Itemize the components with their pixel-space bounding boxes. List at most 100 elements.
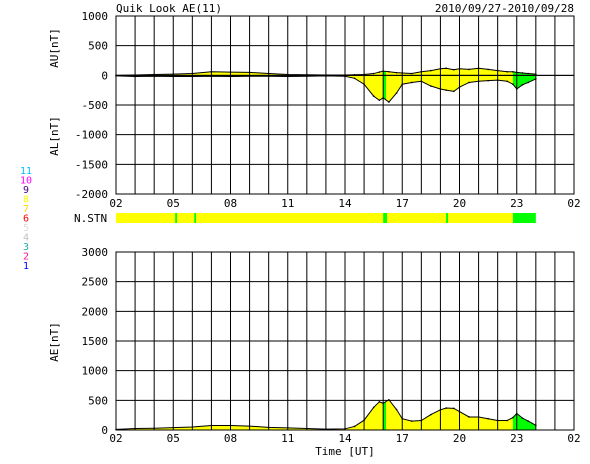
au-point bbox=[372, 72, 375, 75]
ae-ytick-label: 2000 bbox=[82, 305, 109, 318]
au-al-ytick-label: 500 bbox=[88, 40, 108, 53]
au-al-xtick-label: 23 bbox=[510, 197, 523, 210]
ae-area-fill bbox=[116, 399, 536, 430]
al-point bbox=[506, 80, 509, 83]
au-al-xtick-label: 14 bbox=[338, 197, 352, 210]
station-legend-entry: 4 bbox=[23, 233, 29, 244]
al-point bbox=[452, 90, 455, 93]
al-point bbox=[487, 79, 489, 82]
al-point bbox=[445, 89, 447, 91]
chart-title: Quik Look AE(11) bbox=[116, 2, 222, 15]
au-al-xtick-label: 20 bbox=[453, 197, 466, 210]
au-point bbox=[452, 68, 455, 71]
al-point bbox=[395, 92, 398, 94]
al-area-green bbox=[383, 75, 387, 100]
ae-xtick-label: 02 bbox=[567, 432, 580, 445]
au-al-ytick-label: -2000 bbox=[75, 188, 108, 201]
n-stn-segment bbox=[386, 213, 447, 223]
ae-series-line bbox=[115, 399, 537, 430]
au-al-ytick-label: 1000 bbox=[82, 10, 109, 23]
al-point bbox=[410, 81, 413, 84]
n-stn-segment bbox=[196, 213, 384, 223]
au-point bbox=[378, 71, 381, 73]
n-stn-segment bbox=[448, 213, 513, 223]
station-legend-entry: 5 bbox=[23, 223, 29, 234]
station-legend-entry: 8 bbox=[23, 195, 29, 206]
al-point bbox=[512, 83, 514, 86]
ae-point bbox=[353, 425, 356, 428]
n-stn-label: N.STN bbox=[74, 212, 107, 225]
ae-point bbox=[395, 408, 398, 411]
au-al-xtick-label: 05 bbox=[167, 197, 180, 210]
n-stn-segment bbox=[446, 213, 449, 223]
au-al-ytick-label: -1500 bbox=[75, 158, 108, 171]
n-stn-segment bbox=[175, 213, 178, 223]
al-area-fill bbox=[116, 75, 536, 103]
ae-xlabel: Time [UT] bbox=[315, 445, 375, 458]
au-area-green bbox=[383, 71, 387, 76]
ae-point bbox=[527, 420, 529, 422]
al-point bbox=[372, 95, 375, 97]
ae-xtick-label: 14 bbox=[338, 432, 352, 445]
au-point bbox=[527, 72, 529, 75]
ae-point bbox=[445, 407, 447, 409]
ae-xtick-label: 11 bbox=[281, 432, 294, 445]
ae-point bbox=[378, 401, 381, 403]
ae-point bbox=[512, 416, 514, 419]
ae-point bbox=[452, 407, 455, 410]
al-point bbox=[527, 81, 529, 84]
au-al-xtick-label: 02 bbox=[567, 197, 580, 210]
au-point bbox=[487, 68, 489, 71]
al-point bbox=[378, 99, 381, 102]
ae-point bbox=[430, 413, 432, 416]
au-point bbox=[506, 70, 509, 73]
ae-ytick-label: 3000 bbox=[82, 246, 109, 259]
date-range: 2010/09/27-2010/09/28 bbox=[435, 2, 574, 15]
au-area-fill bbox=[116, 68, 536, 76]
ae-point bbox=[487, 417, 489, 420]
ae-area-green bbox=[512, 413, 536, 430]
ae-ytick-label: 500 bbox=[88, 394, 108, 407]
ae-ytick-label: 1500 bbox=[82, 335, 109, 348]
au-al-ytick-label: -500 bbox=[82, 99, 109, 112]
ae-xtick-label: 20 bbox=[453, 432, 466, 445]
station-legend-entry: 11 bbox=[20, 166, 32, 177]
station-legend-entry: 6 bbox=[23, 214, 29, 225]
ae-point bbox=[506, 419, 509, 422]
n-stn-segment bbox=[194, 213, 197, 223]
au-point bbox=[445, 67, 447, 70]
ae-xtick-label: 08 bbox=[224, 432, 237, 445]
n-stn-segment bbox=[116, 213, 176, 223]
au-al-ytick-label: -1000 bbox=[75, 129, 108, 142]
ae-ytick-label: 2500 bbox=[82, 276, 109, 289]
station-legend-entry: 10 bbox=[20, 176, 32, 187]
au-point bbox=[430, 69, 432, 72]
au-al-xtick-label: 17 bbox=[396, 197, 409, 210]
ae-point bbox=[410, 420, 413, 422]
au-al-xtick-label: 08 bbox=[224, 197, 237, 210]
n-stn-segment bbox=[177, 213, 195, 223]
au-point bbox=[410, 72, 413, 75]
al-point bbox=[430, 85, 432, 87]
station-legend-entry: 3 bbox=[23, 242, 29, 253]
ae-xtick-label: 05 bbox=[167, 432, 180, 445]
n-stn-segment bbox=[383, 213, 387, 223]
al-point bbox=[353, 77, 356, 80]
ae-frame bbox=[115, 251, 575, 431]
n-stn-panel: N.STN bbox=[74, 212, 536, 225]
al-ylabel: AL[nT] bbox=[48, 116, 61, 156]
au-al-ytick-label: 0 bbox=[101, 69, 108, 82]
ae-xtick-label: 17 bbox=[396, 432, 409, 445]
ae-point bbox=[521, 417, 524, 419]
au-al-frame bbox=[115, 15, 575, 195]
ae-point bbox=[468, 416, 470, 418]
n-stn-segment bbox=[512, 213, 536, 223]
station-legend-entry: 7 bbox=[23, 204, 29, 215]
ae-area-green bbox=[383, 401, 387, 430]
ae-ytick-label: 1000 bbox=[82, 365, 109, 378]
